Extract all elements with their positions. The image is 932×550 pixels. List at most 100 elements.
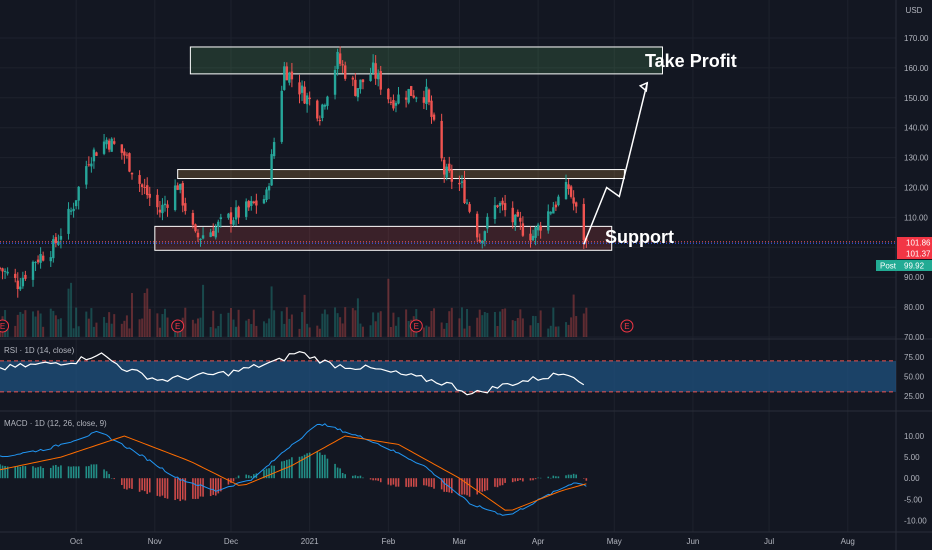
candle-body[interactable] [552,207,555,214]
candle-body[interactable] [376,72,380,80]
candle-body[interactable] [267,186,271,191]
candle-body[interactable] [217,221,220,228]
candle-body[interactable] [92,149,96,162]
candle-body[interactable] [569,186,573,197]
candle-body[interactable] [463,179,466,203]
candle-body[interactable] [0,267,2,269]
candle-body[interactable] [354,79,357,96]
candle-body[interactable] [442,159,446,175]
candle-body[interactable] [379,71,382,90]
candle-body[interactable] [288,72,291,83]
candle-body[interactable] [392,100,395,109]
candle-body[interactable] [219,217,223,220]
candle-body[interactable] [521,223,525,236]
candle-body[interactable] [567,184,570,189]
candle-body[interactable] [245,201,248,217]
candle-body[interactable] [448,163,451,171]
candle-body[interactable] [232,220,235,225]
candle-body[interactable] [102,141,106,154]
candle-body[interactable] [450,169,454,182]
candle-body[interactable] [49,257,52,262]
candle-body[interactable] [493,205,497,219]
candle-body[interactable] [318,119,322,121]
candle-body[interactable] [430,100,433,117]
candle-body[interactable] [184,203,187,212]
candle-body[interactable] [321,104,324,119]
candle-body[interactable] [415,97,418,99]
candle-body[interactable] [90,163,93,167]
candle-body[interactable] [21,277,25,287]
candle-body[interactable] [72,208,75,212]
candle-body[interactable] [156,194,159,208]
candle-body[interactable] [209,232,212,237]
candle-body[interactable] [305,95,309,105]
candle-body[interactable] [14,273,17,278]
candle-body[interactable] [234,207,238,220]
candle-body[interactable] [95,152,98,156]
candle-body[interactable] [36,259,40,263]
candle-body[interactable] [3,270,7,272]
candle-body[interactable] [338,53,342,64]
candle-body[interactable] [351,77,355,80]
candle-body[interactable] [19,286,22,290]
candle-body[interactable] [344,65,347,79]
earnings-marker[interactable]: E [0,319,10,333]
candle-body[interactable] [125,154,129,156]
candle-body[interactable] [432,114,436,120]
candle-body[interactable] [574,202,578,207]
candle-body[interactable] [389,101,393,103]
candle-body[interactable] [31,261,35,280]
candle-body[interactable] [146,185,149,196]
candle-body[interactable] [181,183,184,206]
candle-body[interactable] [143,187,146,189]
candle-body[interactable] [148,193,151,198]
candle-body[interactable] [41,255,45,261]
candle-body[interactable] [6,271,9,274]
candle-body[interactable] [123,151,126,156]
candle-body[interactable] [237,206,240,218]
candle-body[interactable] [374,63,377,79]
candle-body[interactable] [440,120,443,159]
candle-body[interactable] [191,212,195,225]
candle-body[interactable] [262,199,266,204]
candle-body[interactable] [425,86,428,105]
candle-body[interactable] [39,253,42,263]
macd-line[interactable] [0,423,587,516]
candle-body[interactable] [303,86,306,104]
rsi-line[interactable] [0,351,585,396]
candle-body[interactable] [481,240,484,244]
candle-body[interactable] [247,201,250,208]
candle-body[interactable] [369,74,372,81]
candle-body[interactable] [270,154,273,186]
candle-body[interactable] [529,233,532,241]
candle-body[interactable] [1,268,4,272]
candle-body[interactable] [427,89,431,103]
candle-body[interactable] [336,51,339,69]
candle-body[interactable] [341,64,344,66]
candle-body[interactable] [176,185,179,190]
candle-body[interactable] [57,241,60,245]
earnings-marker[interactable]: E [171,319,185,333]
candle-body[interactable] [113,141,116,144]
candle-body[interactable] [483,231,487,241]
candle-body[interactable] [394,102,398,106]
candle-body[interactable] [110,138,113,152]
candle-body[interactable] [549,212,552,214]
candle-body[interactable] [252,201,256,204]
candle-body[interactable] [280,90,283,142]
candle-body[interactable] [290,71,294,80]
candle-body[interactable] [316,100,319,119]
candle-body[interactable] [140,184,144,187]
candle-body[interactable] [539,225,542,231]
candle-body[interactable] [412,95,415,98]
candle-body[interactable] [323,104,327,107]
candle-body[interactable] [166,204,169,208]
candle-body[interactable] [308,97,311,100]
macd-pane[interactable] [0,423,588,516]
candle-body[interactable] [468,204,471,212]
candle-body[interactable] [445,166,448,178]
candle-body[interactable] [326,96,329,106]
candle-body[interactable] [128,153,131,172]
candle-body[interactable] [356,88,360,98]
candle-body[interactable] [300,85,304,93]
